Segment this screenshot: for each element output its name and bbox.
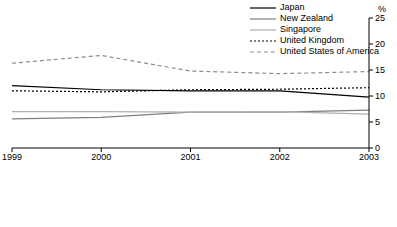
html-text:United States of America: United States of America	[280, 46, 380, 56]
svg-text:0: 0	[375, 143, 380, 153]
svg-text:10: 10	[375, 91, 385, 101]
svg-text:15: 15	[375, 65, 385, 75]
svg-text:2003: 2003	[359, 152, 379, 162]
html-text:New Zealand: New Zealand	[280, 13, 333, 23]
svg-text:5: 5	[375, 117, 380, 127]
svg-text:25: 25	[375, 13, 385, 23]
html-text:Singapore: Singapore	[280, 24, 321, 34]
html-text:United Kingdom: United Kingdom	[280, 35, 344, 45]
svg-text:20: 20	[375, 39, 385, 49]
svg-text:2000: 2000	[91, 152, 111, 162]
svg-text:2002: 2002	[270, 152, 290, 162]
svg-text:1999: 1999	[8, 152, 22, 162]
svg-text:2001: 2001	[180, 152, 200, 162]
svg-text:%: %	[378, 4, 386, 14]
html-text:Japan: Japan	[280, 2, 305, 12]
